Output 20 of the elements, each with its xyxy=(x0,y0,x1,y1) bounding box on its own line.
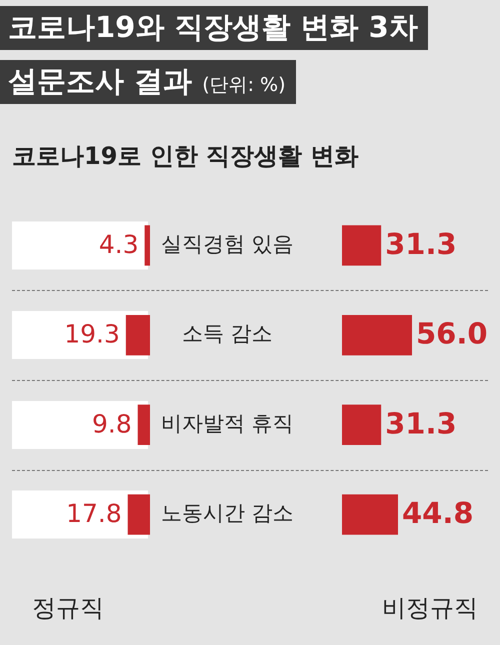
chart-subtitle: 코로나19로 인한 직장생활 변화 xyxy=(12,141,358,172)
y-tick-label: 실직경험 있음 xyxy=(160,232,294,256)
y-tick-label: 비자발적 휴직 xyxy=(160,411,294,436)
bar xyxy=(126,314,150,356)
data-label: 9.8 xyxy=(92,409,132,438)
y-tick-label: 소득 감소 xyxy=(182,322,273,346)
data-label: 56.0 xyxy=(416,316,488,351)
bar xyxy=(138,404,150,446)
data-label: 19.3 xyxy=(64,320,120,349)
y-tick-label: 노동시간 감소 xyxy=(160,501,294,526)
data-label: 44.8 xyxy=(402,496,474,530)
text: (단위: %) xyxy=(202,74,286,96)
bar xyxy=(128,494,150,535)
data-label: 31.3 xyxy=(385,406,457,440)
bar xyxy=(144,225,150,266)
text: 비정규직 xyxy=(382,593,478,624)
data-label: 17.8 xyxy=(66,499,122,528)
data-label: 31.3 xyxy=(385,226,457,261)
data-label: 4.3 xyxy=(98,230,139,259)
text: 정규직 xyxy=(32,593,104,624)
